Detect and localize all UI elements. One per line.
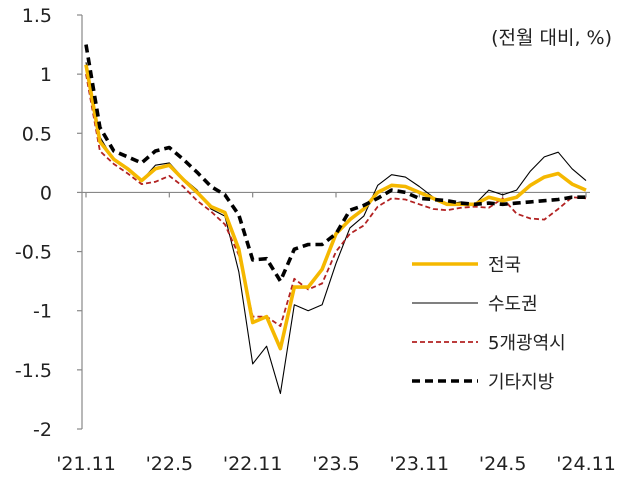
- series-line: [85, 73, 587, 328]
- y-tick-label: -1.5: [15, 360, 52, 382]
- unit-note: (전월 대비, %): [491, 27, 612, 49]
- series-line: [85, 62, 587, 395]
- legend-label: 5개광역시: [488, 333, 566, 354]
- chart-axes: 1.5 1 0.5 0 -0.5 -1 -1.5 -2'21.11 '22.5 '22.11 '23…: [15, 5, 616, 475]
- y-tick-label: 1.5: [22, 5, 52, 27]
- y-tick-label: 0.5: [22, 123, 52, 145]
- series-layer: [84, 44, 587, 395]
- legend-label: 기타지방: [488, 372, 554, 393]
- x-tick-label: '24.5: [479, 453, 527, 475]
- x-tick-label: '23.11: [390, 453, 450, 475]
- y-tick-label: -1: [33, 301, 52, 323]
- y-tick-label: -2: [33, 419, 52, 441]
- y-tick-label: 1: [40, 64, 52, 86]
- x-tick-label: '23.5: [312, 453, 360, 475]
- x-tick-label: '21.11: [56, 453, 116, 475]
- y-tick-label: 0: [40, 182, 52, 204]
- series-line: [84, 44, 586, 283]
- y-tick-label: -0.5: [15, 242, 52, 264]
- legend-label: 전국: [488, 255, 521, 276]
- x-tick-label: '22.5: [146, 453, 194, 475]
- series-line: [84, 64, 587, 351]
- x-tick-label: '22.11: [223, 453, 283, 475]
- legend-label: 수도권: [488, 294, 538, 315]
- x-tick-label: '24.11: [556, 453, 616, 475]
